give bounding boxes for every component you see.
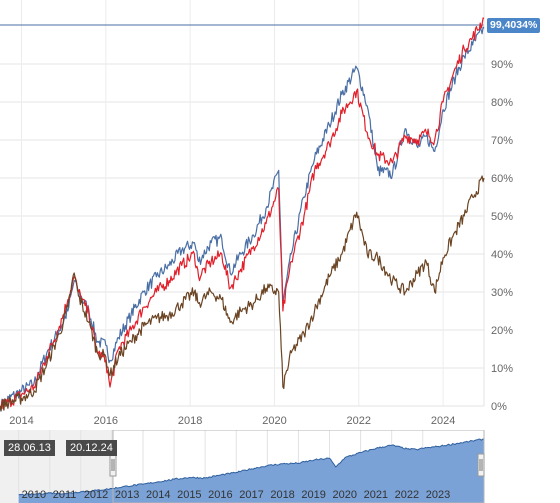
x-tick-label: 2020 — [262, 415, 286, 427]
y-tick-label: 10% — [491, 363, 513, 375]
navigator-tick-label: 2019 — [301, 489, 325, 501]
navigator-tick-label: 2015 — [177, 489, 201, 501]
navigator-tick-label: 2018 — [270, 489, 294, 501]
y-tick-label: 60% — [491, 173, 513, 185]
navigator-tick-label: 2011 — [53, 489, 77, 501]
y-tick-label: 20% — [491, 325, 513, 337]
series-lines — [0, 17, 485, 412]
y-tick-label: 80% — [491, 97, 513, 109]
navigator-tick-label: 2010 — [22, 489, 46, 501]
y-tick-label: 30% — [491, 287, 513, 299]
y-tick-label: 50% — [491, 211, 513, 223]
y-gridlines — [0, 63, 484, 369]
y-tick-label: 90% — [491, 59, 513, 71]
series-line-3 — [0, 175, 485, 412]
x-tick-label: 2018 — [178, 415, 202, 427]
x-tick-label: 2024 — [431, 415, 455, 427]
y-tick-label: 70% — [491, 135, 513, 147]
navigator-tick-label: 2020 — [333, 489, 357, 501]
navigator-tick-label: 2017 — [239, 489, 263, 501]
x-tick-label: 2014 — [9, 415, 33, 427]
navigator-tick-label: 2021 — [364, 489, 388, 501]
y-tick-label: 0% — [491, 401, 507, 413]
x-axis-ticks: 2014 2016 2018 2020 2022 2024 — [9, 415, 455, 427]
y-axis-ticks: 0% 10% 20% 30% 40% 50% 60% 70% 80% 90% — [491, 59, 513, 413]
navigator-tick-label: 2012 — [84, 489, 108, 501]
main-chart[interactable]: 0%10%20%30%40%50%60%70%80%90% 2014 2016 20… — [0, 0, 560, 430]
y-tick-label: 40% — [491, 249, 513, 261]
plot-background — [0, 0, 484, 406]
x-tick-label: 2022 — [347, 415, 371, 427]
x-tick-label: 2016 — [94, 415, 118, 427]
navigator-ticks: 2010 2011 2012 2013 2014 2015 2016 2017 2018 2019… — [22, 489, 451, 501]
navigator-line — [18, 438, 485, 496]
navigator-handle-left[interactable] — [109, 453, 117, 477]
last-value-badge: 99,4034% — [487, 18, 541, 33]
range-start-date[interactable]: 28.06.13 — [4, 440, 55, 456]
navigator-tick-label: 2022 — [395, 489, 419, 501]
navigator-handle-right[interactable] — [477, 453, 485, 477]
navigator-tick-label: 2016 — [208, 489, 232, 501]
navigator-tick-label: 2023 — [426, 489, 450, 501]
navigator-tick-label: 2013 — [115, 489, 139, 501]
range-end-date[interactable]: 20.12.24 — [66, 440, 117, 456]
navigator-tick-label: 2014 — [146, 489, 170, 501]
x-gridlines — [21, 0, 444, 406]
navigator-area — [18, 439, 484, 503]
